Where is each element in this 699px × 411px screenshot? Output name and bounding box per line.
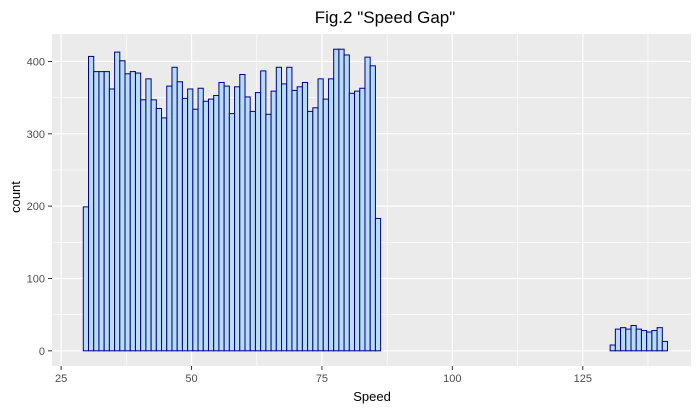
x-tick-label: 50 xyxy=(185,373,197,385)
x-tick-label: 25 xyxy=(55,373,67,385)
histogram-bar xyxy=(296,86,303,352)
histogram-bar xyxy=(176,81,183,352)
histogram-bar xyxy=(317,78,324,352)
y-axis-title: count xyxy=(8,181,23,213)
histogram-bar xyxy=(223,85,230,352)
histogram-bar xyxy=(364,56,371,352)
histogram-bar xyxy=(171,66,178,352)
histogram-bar xyxy=(646,331,653,352)
histogram-bar xyxy=(161,117,168,352)
histogram-bar xyxy=(119,60,126,352)
y-tick-label: 400 xyxy=(27,56,45,68)
histogram-bar xyxy=(82,206,90,352)
x-tick-label: 75 xyxy=(316,373,328,385)
y-tick-label: 200 xyxy=(27,201,45,213)
histogram-bar xyxy=(213,94,220,352)
histogram-bar xyxy=(656,327,663,352)
y-tick-label: 0 xyxy=(39,346,45,358)
histogram-bar xyxy=(108,88,116,352)
x-axis: 25 50 75 100 125 xyxy=(55,366,592,385)
histogram-bar xyxy=(93,71,100,352)
histogram-bar xyxy=(134,72,142,352)
histogram-bar xyxy=(275,66,283,352)
histogram-bar xyxy=(354,90,361,352)
histogram-bar xyxy=(187,88,194,352)
histogram-bar xyxy=(620,327,627,352)
histogram-bar xyxy=(166,85,173,352)
histogram-bar xyxy=(234,86,241,352)
histogram-bar xyxy=(348,92,356,352)
histogram-bar xyxy=(140,99,147,352)
histogram-bar xyxy=(327,78,335,352)
x-axis-title: Speed xyxy=(353,389,391,404)
histogram-bar xyxy=(124,73,131,352)
histogram-bar xyxy=(270,90,277,352)
histogram-bar xyxy=(114,51,121,352)
histogram-bar xyxy=(228,113,236,352)
histogram-bar xyxy=(150,99,157,352)
histogram-bar xyxy=(322,98,329,352)
histogram-bar xyxy=(614,328,622,352)
histogram-bars xyxy=(82,48,669,352)
histogram-bar xyxy=(307,110,314,352)
histogram-bar xyxy=(312,107,319,352)
x-tick-label: 125 xyxy=(574,373,592,385)
histogram-bar xyxy=(286,66,293,352)
histogram-bar xyxy=(249,110,256,352)
histogram-bar xyxy=(88,55,95,352)
histogram-bar xyxy=(609,344,616,352)
histogram-bar xyxy=(630,324,637,352)
histogram-bar xyxy=(281,83,288,352)
histogram-bar xyxy=(145,78,152,352)
histogram-bar xyxy=(265,113,272,352)
histogram-bar xyxy=(369,65,376,352)
histogram-bar xyxy=(218,81,225,352)
histogram-bar xyxy=(260,70,267,352)
histogram-bar xyxy=(155,108,163,352)
histogram-bar xyxy=(291,89,298,352)
chart-title: Fig.2 "Speed Gap" xyxy=(315,8,456,27)
histogram-bar xyxy=(239,74,246,352)
histogram-bar xyxy=(207,98,215,352)
histogram-bar xyxy=(254,92,262,352)
histogram-bar xyxy=(301,81,309,352)
histogram-bar xyxy=(192,108,199,352)
histogram-bar xyxy=(625,328,632,352)
histogram-bar xyxy=(338,48,345,352)
histogram-bar xyxy=(244,96,251,352)
histogram-bar xyxy=(202,100,209,352)
y-tick-label: 100 xyxy=(27,273,45,285)
histogram-bar xyxy=(651,330,658,352)
histogram-bar xyxy=(333,48,340,352)
histogram-bar xyxy=(129,71,136,352)
histogram-bar xyxy=(181,97,189,352)
y-tick-label: 300 xyxy=(27,129,45,141)
x-tick-label: 100 xyxy=(443,373,461,385)
histogram-bar xyxy=(98,71,105,352)
histogram-bar xyxy=(343,54,350,352)
histogram-bar xyxy=(359,87,366,352)
histogram-bar xyxy=(103,71,110,352)
histogram-bar xyxy=(197,87,204,352)
y-axis: 0 100 200 300 400 xyxy=(27,56,52,358)
histogram-bar xyxy=(635,328,642,352)
histogram-bar xyxy=(374,217,382,352)
histogram-bar xyxy=(640,330,648,352)
histogram-bar xyxy=(661,340,669,352)
